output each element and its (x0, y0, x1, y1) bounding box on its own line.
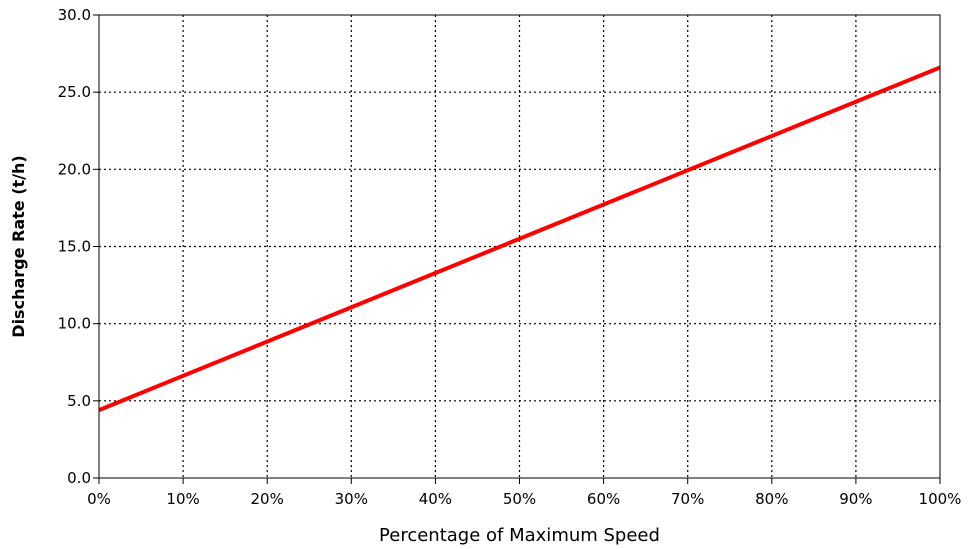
y-axis-title: Discharge Rate (t/h) (9, 155, 28, 337)
x-tick-label: 40% (419, 490, 452, 508)
x-axis-ticks: 0% 10% 20% 30% 40% 50% 60% 70% 80% 90% 100% (87, 478, 961, 508)
y-tick-label: 30.0 (58, 6, 91, 24)
x-tick-label: 60% (587, 490, 620, 508)
series-layer (98, 65, 941, 412)
y-axis-ticks: 0.0 5.0 10.0 15.0 20.0 25.0 30.0 (58, 6, 99, 487)
x-tick-label: 20% (251, 490, 284, 508)
x-axis-title: Percentage of Maximum Speed (379, 525, 660, 546)
x-tick-label: 70% (671, 490, 704, 508)
y-tick-label: 0.0 (67, 469, 91, 487)
y-tick-label: 20.0 (58, 160, 91, 178)
x-tick-label: 90% (839, 490, 872, 508)
x-tick-label: 0% (87, 490, 111, 508)
x-tick-label: 80% (755, 490, 788, 508)
y-tick-label: 15.0 (58, 238, 91, 256)
series-line (98, 65, 941, 412)
y-tick-label: 5.0 (67, 392, 91, 410)
x-tick-label: 50% (503, 490, 536, 508)
y-tick-label: 10.0 (58, 315, 91, 333)
y-gridlines (99, 91, 940, 402)
y-tick-label: 25.0 (58, 83, 91, 101)
x-tick-label: 10% (166, 490, 199, 508)
x-tick-label: 30% (335, 490, 368, 508)
x-tick-label: 100% (919, 490, 962, 508)
